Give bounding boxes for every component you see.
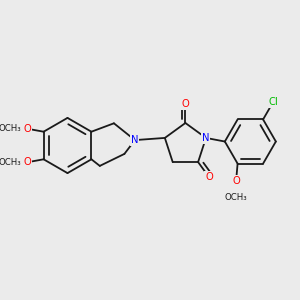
Text: O: O (205, 172, 213, 182)
Text: O: O (23, 124, 31, 134)
Text: Cl: Cl (268, 97, 278, 107)
Text: O: O (232, 176, 240, 186)
Text: N: N (131, 135, 139, 145)
Text: OCH₃: OCH₃ (0, 124, 21, 133)
Text: O: O (182, 99, 189, 110)
Text: O: O (23, 157, 31, 167)
Text: OCH₃: OCH₃ (225, 193, 247, 202)
Text: OCH₃: OCH₃ (0, 158, 21, 167)
Text: N: N (202, 133, 210, 143)
